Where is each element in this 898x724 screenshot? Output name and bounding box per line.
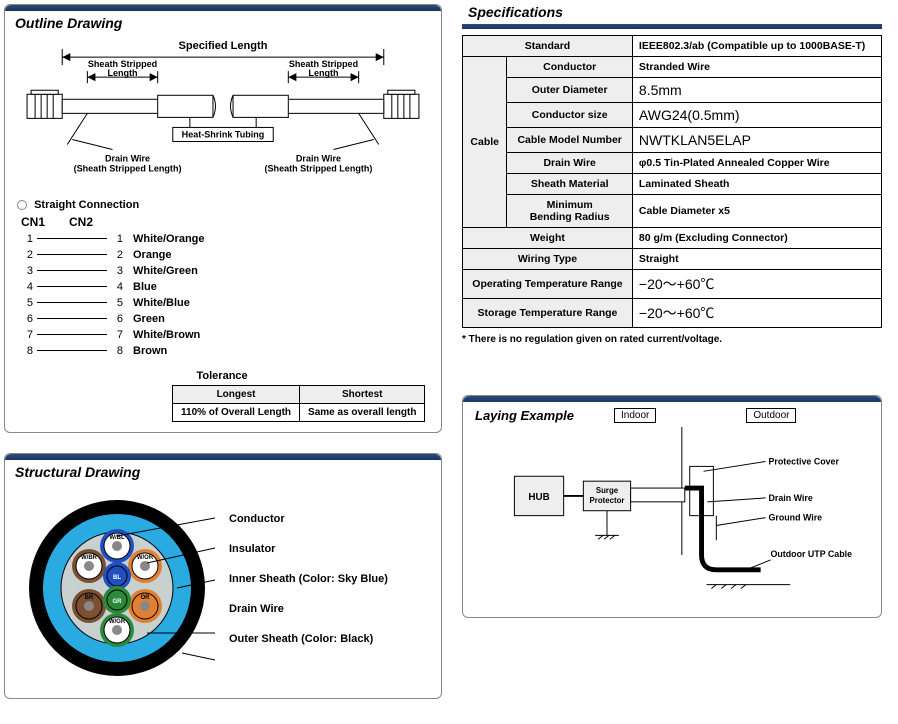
svg-text:BL: BL [113,575,121,581]
svg-text:Ground Wire: Ground Wire [769,513,823,523]
radio-icon [17,200,27,210]
spec-model-v: NWTKLAN5ELAP [632,128,881,153]
spec-weight-v: 80 g/m (Excluding Connector) [632,228,881,249]
svg-text:Protector: Protector [590,496,625,505]
spec-drain-v: φ0.5 Tin-Plated Annealed Copper Wire [632,153,881,174]
svg-text:W/GR: W/GR [109,619,126,625]
spec-wiring-l: Wiring Type [463,249,633,270]
tol-shortest-val: Same as overall length [300,403,425,421]
spec-sttemp-l: Storage Temperature Range [463,299,633,328]
tol-shortest-header: Shortest [300,385,425,403]
pin-row: 88Brown [21,343,429,359]
spec-sheath-v: Laminated Sheath [632,174,881,195]
outline-drawing-panel: Outline Drawing Specified Length [4,4,442,433]
svg-text:Drain Wire: Drain Wire [769,493,813,503]
spec-bend-l: Minimum Bending Radius [507,195,632,228]
connection-type-label: Straight Connection [34,199,139,211]
outline-title: Outline Drawing [5,11,441,33]
connection-type: Straight Connection [17,199,429,211]
label-insulator: Insulator [229,543,388,555]
svg-text:Outdoor UTP Cable: Outdoor UTP Cable [770,549,852,559]
spec-note: * There is no regulation given on rated … [462,334,882,345]
structural-diagram: W/BLW/ORORW/GRBRW/BRBLGR [17,488,217,688]
svg-text:Protective Cover: Protective Cover [769,456,840,466]
spec-conductor-l: Conductor [507,57,632,78]
spec-title: Specifications [462,4,882,24]
structural-title: Structural Drawing [5,460,441,482]
svg-text:Surge: Surge [596,486,619,495]
spec-outerdia-l: Outer Diameter [507,78,632,103]
svg-text:OR: OR [141,595,151,601]
pin-row: 22Orange [21,247,429,263]
tol-longest-header: Longest [173,385,300,403]
svg-text:(Sheath Stripped Length): (Sheath Stripped Length) [74,164,182,174]
spec-length-label: Specified Length [178,40,267,52]
svg-text:Heat-Shrink Tubing: Heat-Shrink Tubing [182,129,265,139]
svg-text:HUB: HUB [528,492,549,503]
specifications-section: Specifications StandardIEEE802.3/ab (Com… [462,4,882,345]
spec-weight-l: Weight [463,228,633,249]
spec-bend-v: Cable Diameter x5 [632,195,881,228]
spec-sheath-l: Sheath Material [507,174,632,195]
pin-row: 33White/Green [21,263,429,279]
spec-standard-l: Standard [463,36,633,57]
svg-text:W/OR: W/OR [137,555,154,561]
spec-outerdia-v: 8.5mm [632,78,881,103]
svg-text:(Sheath Stripped Length): (Sheath Stripped Length) [265,164,373,174]
svg-text:Length: Length [308,68,338,78]
spec-sttemp-v: −20〜+60℃ [632,299,881,328]
spec-table: StandardIEEE802.3/ab (Compatible up to 1… [462,35,882,328]
tol-longest-val: 110% of Overall Length [173,403,300,421]
label-inner-sheath: Inner Sheath (Color: Sky Blue) [229,573,388,585]
pin-row: 44Blue [21,279,429,295]
spec-condsize-l: Conductor size [507,103,632,128]
spec-model-l: Cable Model Number [507,128,632,153]
laying-diagram: HUB Surge Protector [475,427,869,604]
laying-example-panel: Laying Example Indoor Outdoor HUB Surge … [462,395,882,618]
outdoor-label: Outdoor [746,408,796,423]
label-drain-wire: Drain Wire [229,603,388,615]
svg-text:Drain Wire: Drain Wire [105,154,150,164]
pin-row: 55White/Blue [21,295,429,311]
outline-diagram: Specified Length Sheath Stripped Length [17,39,429,190]
svg-text:Length: Length [107,68,137,78]
spec-condsize-v: AWG24(0.5mm) [632,103,881,128]
pin-table: CN1 CN2 11White/Orange22Orange33White/Gr… [21,215,429,359]
svg-text:W/BR: W/BR [81,555,98,561]
spec-wiring-v: Straight [632,249,881,270]
indoor-label: Indoor [614,408,656,423]
pin-row: 11White/Orange [21,231,429,247]
label-outer-sheath: Outer Sheath (Color: Black) [229,633,388,645]
spec-optemp-l: Operating Temperature Range [463,270,633,299]
svg-text:BR: BR [85,595,94,601]
svg-text:Drain Wire: Drain Wire [296,154,341,164]
structural-drawing-panel: Structural Drawing W/BLW/ORORW/GRBRW/BRB… [4,453,442,699]
spec-cable-l: Cable [463,57,507,228]
structural-labels: Conductor Insulator Inner Sheath (Color:… [229,513,388,663]
cn2-label: CN2 [69,215,117,229]
spec-optemp-v: −20〜+60℃ [632,270,881,299]
laying-title: Laying Example [475,408,574,423]
tolerance-title: Tolerance [173,367,425,386]
spec-header-bar [462,24,882,29]
spec-drain-l: Drain Wire [507,153,632,174]
svg-text:GR: GR [113,599,123,605]
tolerance-table: Tolerance Longest Shortest 110% of Overa… [172,367,425,422]
pin-row: 66Green [21,311,429,327]
cn1-label: CN1 [21,215,69,229]
spec-conductor-v: Stranded Wire [632,57,881,78]
spec-standard-v: IEEE802.3/ab (Compatible up to 1000BASE-… [632,36,881,57]
label-conductor: Conductor [229,513,388,525]
pin-row: 77White/Brown [21,327,429,343]
